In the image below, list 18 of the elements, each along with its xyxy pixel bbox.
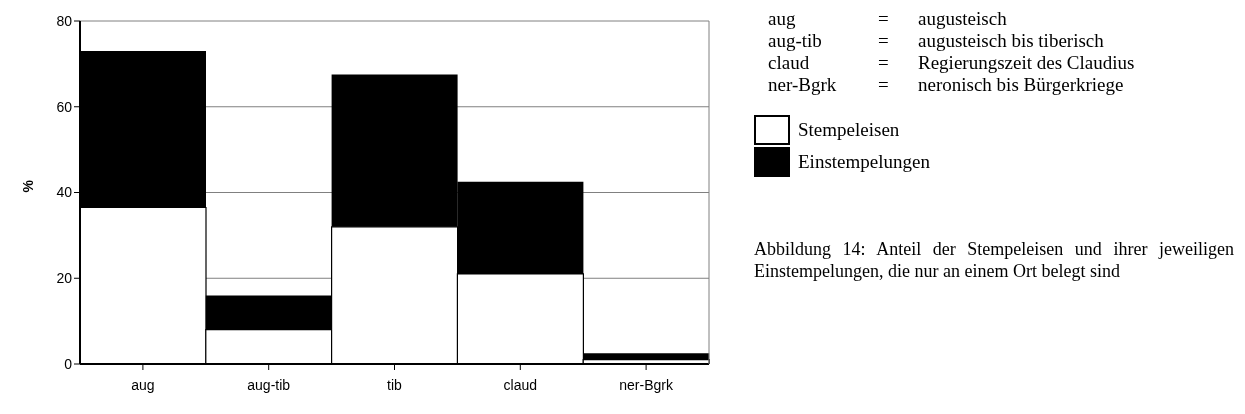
text: aug-tib = augusteisch bis tiberisch <box>768 30 1104 51</box>
y-tick-label: 80 <box>56 12 73 29</box>
legend-label: Stempeleisen <box>798 119 900 141</box>
y-tick-label: 40 <box>56 184 73 201</box>
x-tick-label: tib <box>387 376 403 393</box>
y-tick-label: 0 <box>64 355 73 372</box>
text: Abbildung 14: Anteil der Stempeleisen und ihrer jeweiligen Einstempelungen, die nur an einem Ort belegt sind <box>754 238 1234 282</box>
y-tick-label: 20 <box>56 270 73 287</box>
x-tick-label: aug <box>131 376 155 393</box>
legend-label: Einstempelungen <box>798 151 930 173</box>
y-axis-title: % <box>19 179 36 193</box>
text: ner-Bgrk = neronisch bis Bürgerkriege <box>768 74 1124 95</box>
y-tick-label: 60 <box>56 98 73 115</box>
text: claud = Regierungszeit des Claudius <box>768 52 1135 73</box>
x-tick-label: claud <box>503 376 538 393</box>
text: aug = augusteisch <box>768 8 1007 29</box>
x-tick-label: ner-Bgrk <box>619 376 674 393</box>
x-tick-label: aug-tib <box>247 376 291 393</box>
